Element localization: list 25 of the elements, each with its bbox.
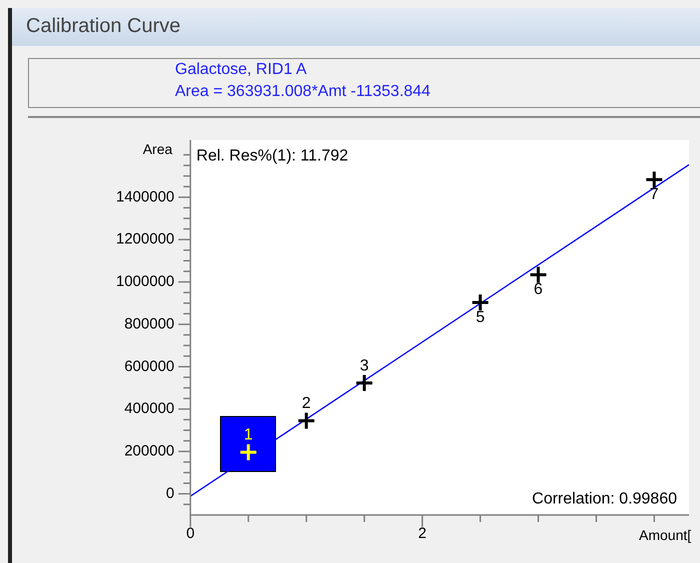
point xyxy=(470,293,490,312)
annotation: Correlation: 0.99860 xyxy=(532,490,678,508)
point xyxy=(644,170,664,190)
y-tick-label: 200000 xyxy=(124,442,174,460)
point xyxy=(354,374,374,393)
x-axis-title: Amount[ xyxy=(639,526,692,543)
y-axis-title: Area xyxy=(142,140,173,157)
y-tick-label: 1200000 xyxy=(116,230,174,248)
annotation: 5 xyxy=(476,308,485,326)
point xyxy=(296,411,316,430)
y-tick-label: 1400000 xyxy=(116,188,174,206)
chart-title: Calibration Curve xyxy=(26,15,181,38)
point xyxy=(528,265,548,284)
y-tick-label: 1000000 xyxy=(116,273,174,290)
chart-subtitle: Galactose, RID1 A Area = 363931.008*Amt -11353.844 xyxy=(175,61,430,101)
annotation: 1 xyxy=(244,426,253,444)
annotation: Rel. Res%(1): 11.792 xyxy=(196,147,348,164)
y-tick-label: 600000 xyxy=(124,358,174,375)
annotation: 6 xyxy=(534,281,543,298)
annotation: 2 xyxy=(302,395,311,412)
y-tick-label: 400000 xyxy=(124,400,174,418)
annotation: 7 xyxy=(650,186,659,204)
annotation: 3 xyxy=(360,357,369,374)
y-tick-label: 800000 xyxy=(124,315,174,332)
y-tick-label: 0 xyxy=(166,484,174,502)
